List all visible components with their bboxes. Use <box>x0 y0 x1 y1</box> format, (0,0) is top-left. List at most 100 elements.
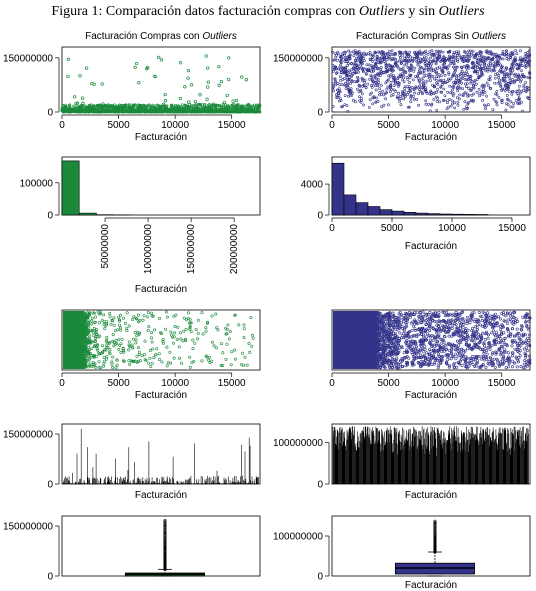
data-point <box>504 66 508 70</box>
data-point <box>376 78 380 81</box>
data-point <box>377 80 381 84</box>
data-point <box>484 56 487 60</box>
data-point <box>179 337 183 341</box>
data-point <box>421 310 425 314</box>
data-point <box>454 55 458 59</box>
dense-region <box>63 311 85 369</box>
data-point <box>515 63 518 67</box>
data-point <box>149 364 153 368</box>
data-point <box>336 82 340 85</box>
data-point <box>488 318 492 322</box>
data-point <box>343 53 347 57</box>
data-point <box>403 56 407 60</box>
data-point <box>449 77 453 81</box>
data-point <box>155 347 159 351</box>
outlier-point <box>247 103 251 107</box>
data-point <box>226 323 230 327</box>
y-tick-label: 0 <box>47 211 53 222</box>
data-point <box>192 110 196 114</box>
data-point <box>389 80 393 84</box>
data-point <box>463 74 467 78</box>
data-point <box>168 350 172 354</box>
data-point <box>119 104 123 108</box>
data-point <box>166 107 170 111</box>
data-point <box>64 105 68 109</box>
data-point <box>368 53 372 57</box>
x-tick-label: 0 <box>329 223 335 234</box>
data-point <box>452 58 456 62</box>
data-point <box>442 99 446 102</box>
data-point <box>429 79 433 83</box>
data-point <box>111 355 115 359</box>
data-point <box>458 93 462 97</box>
data-point <box>392 84 396 88</box>
data-point <box>150 336 154 340</box>
outlier-point <box>66 74 70 79</box>
data-point <box>448 98 452 101</box>
data-point <box>172 106 176 110</box>
data-point <box>424 103 428 106</box>
data-point <box>233 348 237 352</box>
data-point <box>402 73 406 77</box>
histogram-bars <box>61 160 132 216</box>
outlier-point <box>81 101 85 105</box>
data-point <box>114 366 118 370</box>
data-point <box>487 84 490 88</box>
outlier-point <box>231 99 235 103</box>
data-point <box>165 315 169 319</box>
data-point <box>142 103 146 107</box>
data-point <box>362 103 366 107</box>
panel-hist-con: 50000000 100000000 150000000 20000000001000… <box>20 156 261 295</box>
data-point <box>524 346 528 350</box>
outlier-point <box>92 82 96 86</box>
data-point <box>122 316 126 320</box>
y-tick-label: 0 <box>47 108 53 119</box>
data-point <box>192 105 196 109</box>
data-point <box>334 80 338 83</box>
data-point <box>522 88 526 92</box>
data-point <box>123 321 127 325</box>
data-point <box>416 55 420 59</box>
data-point <box>102 356 106 360</box>
data-point <box>516 358 520 362</box>
y-tick-label: 150000000 <box>273 53 323 64</box>
data-point <box>243 107 247 111</box>
data-point <box>150 340 154 344</box>
data-point <box>451 88 454 92</box>
data-point <box>452 85 456 89</box>
data-point <box>108 315 112 319</box>
outlier-point <box>178 96 183 101</box>
data-point <box>227 337 231 341</box>
data-point <box>428 348 432 352</box>
data-point <box>400 75 403 78</box>
data-points <box>60 54 262 114</box>
data-point <box>451 85 455 89</box>
outlier-point <box>189 83 194 87</box>
data-point <box>233 357 237 361</box>
data-point <box>485 94 488 98</box>
data-point <box>352 54 356 58</box>
data-point <box>472 340 476 344</box>
data-point <box>251 333 255 337</box>
data-point <box>481 331 485 335</box>
data-point <box>209 110 213 114</box>
data-point <box>149 108 153 112</box>
data-point <box>201 332 205 336</box>
data-point <box>430 53 434 57</box>
data-point <box>355 56 358 60</box>
data-point <box>181 109 185 112</box>
data-point <box>472 92 476 96</box>
data-point <box>119 350 123 354</box>
y-tick-label: 4000 <box>301 180 324 191</box>
data-point <box>430 49 434 53</box>
data-point <box>348 50 352 54</box>
data-point <box>441 50 445 54</box>
data-point <box>418 57 422 61</box>
x-tick-label: 10000 <box>431 378 459 389</box>
data-point <box>160 360 164 364</box>
data-point <box>117 338 121 342</box>
data-point <box>350 93 354 97</box>
data-point <box>248 107 252 110</box>
data-point <box>125 311 129 315</box>
data-point <box>126 110 130 114</box>
